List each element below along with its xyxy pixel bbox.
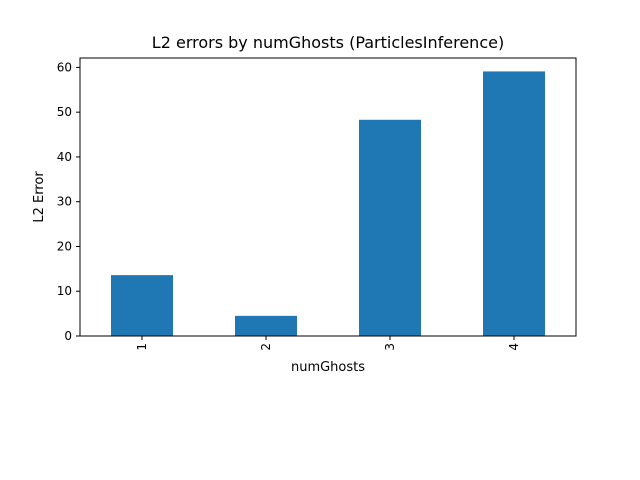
y-axis-label: L2 Error xyxy=(32,171,47,223)
y-tick-label-60: 60 xyxy=(57,60,72,74)
bar-2 xyxy=(235,315,297,336)
plot-frame xyxy=(79,57,577,337)
y-tick-label-50: 50 xyxy=(57,105,72,119)
y-tick-label-0: 0 xyxy=(64,329,72,343)
x-axis-label: numGhosts xyxy=(291,360,365,375)
y-tick-label-20: 20 xyxy=(57,239,72,253)
bar-3 xyxy=(359,119,421,337)
bars-group xyxy=(111,71,545,337)
y-axis: 0 10 20 30 40 50 60 xyxy=(57,60,80,343)
bar-1 xyxy=(111,275,173,336)
y-tick-label-10: 10 xyxy=(57,284,72,298)
x-tick-label-1: 1 xyxy=(135,343,149,351)
x-tick-label-2: 2 xyxy=(259,343,273,351)
y-tick-label-40: 40 xyxy=(57,150,72,164)
x-tick-label-4: 4 xyxy=(507,343,521,351)
bar-4 xyxy=(483,71,545,336)
x-tick-label-3: 3 xyxy=(383,343,397,351)
chart-title: L2 errors by numGhosts (ParticlesInferen… xyxy=(152,33,504,52)
y-tick-label-30: 30 xyxy=(57,195,72,209)
x-axis: 1 2 3 4 xyxy=(135,336,521,351)
